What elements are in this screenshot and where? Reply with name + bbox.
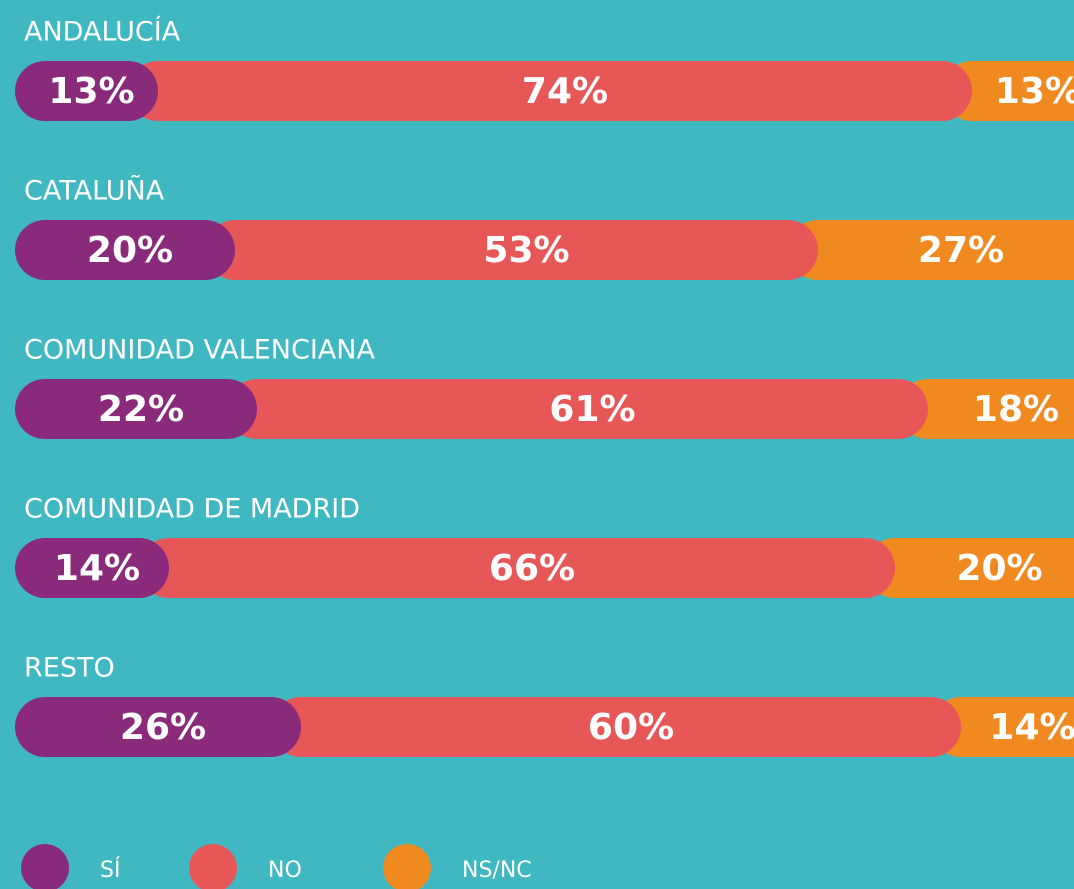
bar-segment <box>898 379 1074 439</box>
category-label: RESTO <box>24 653 115 684</box>
category-label: COMUNIDAD VALENCIANA <box>24 335 375 366</box>
value-label: 27% <box>918 230 1004 271</box>
value-label: 26% <box>120 707 206 748</box>
bar-segment <box>15 61 158 121</box>
value-label: 20% <box>87 230 173 271</box>
bar-segment <box>15 379 257 439</box>
bar-segment <box>15 538 169 598</box>
category-label: CATALUÑA <box>24 175 165 207</box>
legend-label: NS/NC <box>462 858 532 883</box>
category-label: ANDALUCÍA <box>24 16 181 48</box>
value-label: 14% <box>989 707 1074 748</box>
legend-swatch <box>189 844 237 889</box>
value-label: 13% <box>995 71 1074 112</box>
bar-segment <box>942 61 1074 121</box>
legend-swatch <box>21 844 69 889</box>
value-label: 61% <box>549 389 635 430</box>
value-label: 18% <box>973 389 1059 430</box>
bar-segment <box>931 697 1074 757</box>
legend-swatch <box>383 844 431 889</box>
value-label: 20% <box>956 548 1042 589</box>
bar-segment <box>271 697 961 757</box>
legend-label: NO <box>268 858 302 883</box>
bar-segment <box>15 697 301 757</box>
bar-segment <box>139 538 895 598</box>
bar-segment <box>865 538 1074 598</box>
value-label: 13% <box>48 71 134 112</box>
value-label: 22% <box>98 389 184 430</box>
bar-segment <box>15 220 235 280</box>
value-label: 14% <box>54 548 140 589</box>
bar-segment <box>788 220 1074 280</box>
bar-segment <box>205 220 818 280</box>
category-label: COMUNIDAD DE MADRID <box>24 494 360 525</box>
value-label: 53% <box>483 230 569 271</box>
value-label: 66% <box>489 548 575 589</box>
bar-segment <box>227 379 928 439</box>
value-label: 74% <box>522 71 608 112</box>
bar-segment <box>128 61 972 121</box>
legend-label: SÍ <box>100 857 120 883</box>
value-label: 60% <box>588 707 674 748</box>
